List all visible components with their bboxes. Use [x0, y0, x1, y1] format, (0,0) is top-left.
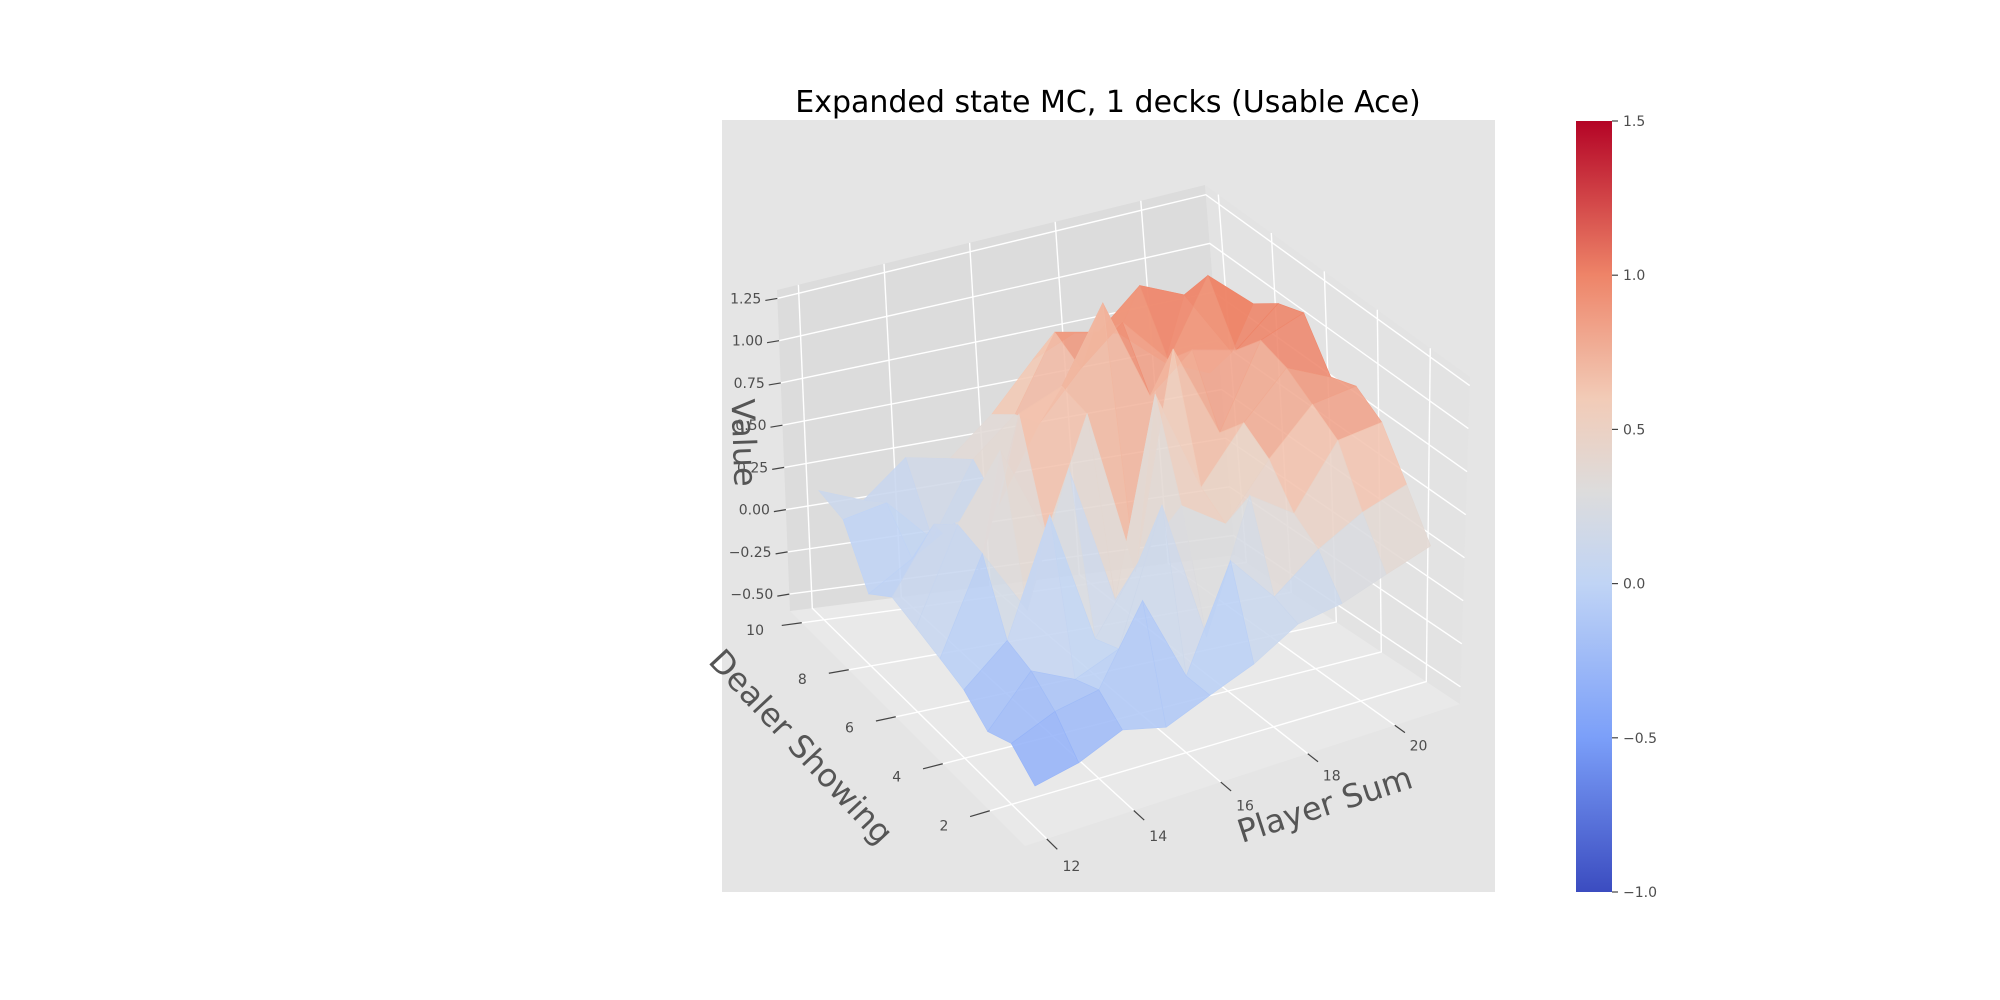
z-tick-mark: [765, 297, 778, 302]
x-tick-mark: [1133, 810, 1145, 821]
z-tick-label: 0.75: [734, 376, 765, 392]
surface-plot: [818, 274, 1431, 787]
colorbar: −1.0 −0.5 0.0 0.5 1.0 1.5: [1576, 114, 1657, 901]
surface-face: [1010, 710, 1080, 787]
y-tick-label: 8: [798, 672, 807, 688]
colorbar-tick-label: 1.5: [1623, 114, 1645, 130]
y-tick-label: 2: [939, 818, 948, 834]
y-tick-mark: [781, 622, 802, 627]
x-tick-label: 14: [1149, 829, 1167, 845]
colorbar-tick-label: 0.5: [1623, 422, 1645, 438]
z-tick-mark: [766, 340, 780, 344]
z-axis-label: Value: [723, 398, 764, 487]
x-tick-label: 20: [1410, 738, 1428, 754]
z-tick-mark: [773, 509, 786, 513]
x-grid-line: [797, 284, 1048, 840]
z-tick-mark: [772, 466, 785, 470]
y-tick-label: 10: [746, 623, 764, 639]
x-tick-mark: [1394, 724, 1406, 734]
y-tick-label: 4: [892, 770, 901, 786]
x-tick-label: 18: [1323, 769, 1341, 785]
y-tick-mark: [969, 810, 990, 818]
axis-ticks: 12 14 16 18 20 2 4 6 8 10 −0.50 −0.25 0.00 0.25 0.50 0.…: [729, 291, 1428, 875]
colorbar-tick-label: −1.0: [1623, 885, 1657, 901]
colorbar-tick-label: 0.0: [1623, 577, 1645, 593]
z-tick-label: 0.50: [735, 418, 766, 434]
z-tick-label: 1.00: [732, 334, 763, 350]
z-tick-label: −0.25: [729, 545, 772, 561]
x-tick-mark: [1046, 838, 1058, 850]
z-tick-label: 0.00: [739, 503, 770, 519]
chart-title: Expanded state MC, 1 decks (Usable Ace): [795, 85, 1421, 120]
y-grid-line: [989, 348, 1431, 812]
z-tick-label: 0.25: [737, 460, 768, 476]
colorbar-gradient: [1576, 121, 1612, 892]
colorbar-tick-label: −0.5: [1623, 731, 1657, 747]
colorbar-tick-label: 1.0: [1623, 268, 1645, 284]
x-tick-mark: [1307, 753, 1319, 763]
z-tick-mark: [777, 593, 790, 597]
y-tick-mark: [922, 763, 943, 770]
x-tick-label: 12: [1062, 859, 1080, 875]
z-tick-mark: [768, 382, 781, 386]
z-tick-mark: [770, 424, 783, 428]
z-grid-line: [778, 242, 1469, 430]
x-tick-label: 16: [1236, 799, 1254, 815]
z-tick-label: −0.50: [730, 587, 773, 603]
z-tick-mark: [775, 551, 788, 555]
x-tick-mark: [1220, 781, 1232, 792]
z-tick-label: 1.25: [730, 291, 761, 307]
z-grid-line: [777, 193, 1471, 387]
y-tick-mark: [828, 669, 849, 674]
y-tick-mark: [875, 716, 896, 722]
y-tick-label: 6: [845, 721, 854, 737]
